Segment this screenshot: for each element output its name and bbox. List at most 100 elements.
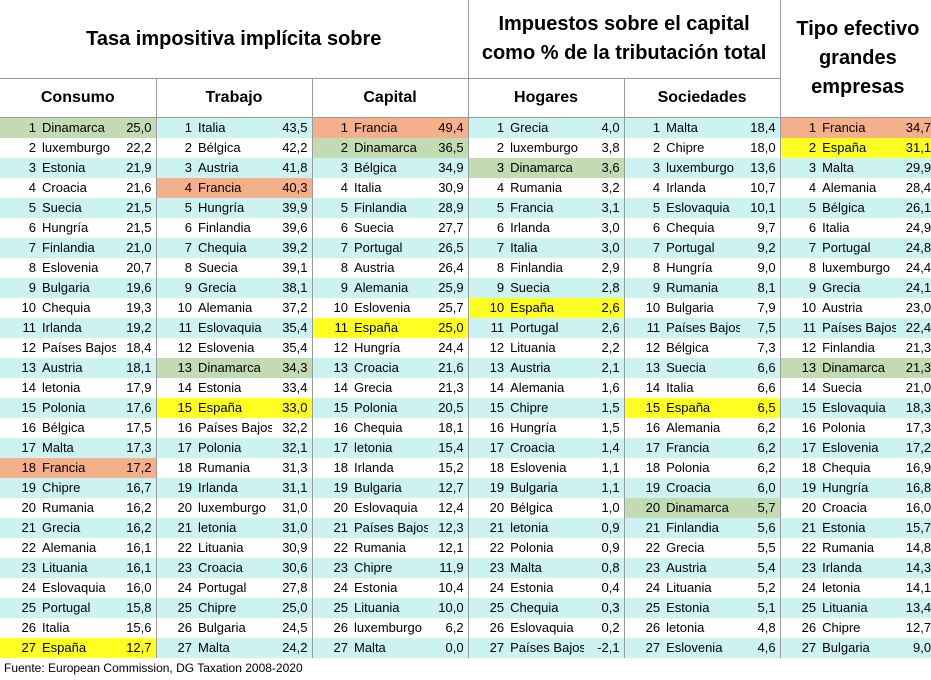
rank-cell: 11 — [156, 318, 196, 338]
value-cell: 27,7 — [428, 218, 469, 238]
value-cell: 0,4 — [584, 578, 625, 598]
rank-cell: 8 — [468, 258, 509, 278]
value-cell: 0,8 — [584, 558, 625, 578]
country-cell: Irlanda — [664, 178, 741, 198]
country-cell: Grecia — [196, 278, 272, 298]
value-cell: 24,9 — [896, 218, 931, 238]
value-cell: 38,1 — [272, 278, 313, 298]
country-cell: Alemania — [352, 278, 428, 298]
value-cell: 18,3 — [896, 398, 931, 418]
country-cell: Estonia — [508, 578, 585, 598]
country-cell: Portugal — [40, 598, 116, 618]
table-row: 1 Dinamarca 25,0 1 Italia 43,5 1 Francia 49,4 1 Gr… — [0, 117, 931, 138]
value-cell: 9,0 — [896, 638, 931, 658]
rank-cell: 14 — [780, 378, 821, 398]
table-row: 13 Austria 18,1 13 Dinamarca 34,3 13 Croacia 21,… — [0, 358, 931, 378]
value-cell: -2,1 — [584, 638, 625, 658]
country-cell: Bélgica — [352, 158, 428, 178]
rank-cell: 15 — [156, 398, 196, 418]
value-cell: 19,2 — [116, 318, 157, 338]
value-cell: 10,4 — [428, 578, 469, 598]
rank-cell: 5 — [156, 198, 196, 218]
country-cell: Chequia — [820, 458, 897, 478]
value-cell: 24,5 — [272, 618, 313, 638]
country-cell: Polonia — [508, 538, 585, 558]
country-cell: Chipre — [40, 478, 116, 498]
value-cell: 18,0 — [740, 138, 781, 158]
country-cell: Hungría — [664, 258, 741, 278]
country-cell: Bulgaria — [508, 478, 585, 498]
value-cell: 0,3 — [584, 598, 625, 618]
rank-cell: 9 — [468, 278, 509, 298]
country-cell: Eslovenia — [40, 258, 116, 278]
rank-cell: 3 — [312, 158, 352, 178]
value-cell: 26,5 — [428, 238, 469, 258]
country-cell: Croacia — [664, 478, 741, 498]
value-cell: 3,0 — [584, 218, 625, 238]
value-cell: 18,4 — [116, 338, 157, 358]
value-cell: 16,8 — [896, 478, 931, 498]
country-cell: España — [352, 318, 428, 338]
header-tipo-line1: Tipo efectivo — [796, 18, 920, 40]
rank-cell: 2 — [0, 138, 40, 158]
country-cell: Irlanda — [196, 478, 272, 498]
country-cell: letonia — [352, 438, 428, 458]
country-cell: Eslovaquia — [196, 318, 272, 338]
rank-cell: 8 — [0, 258, 40, 278]
value-cell: 33,0 — [272, 398, 313, 418]
rank-cell: 22 — [0, 538, 40, 558]
country-cell: Finlandia — [40, 238, 116, 258]
value-cell: 15,4 — [428, 438, 469, 458]
value-cell: 31,0 — [272, 518, 313, 538]
rank-cell: 3 — [624, 158, 665, 178]
country-cell: Lituania — [820, 598, 897, 618]
value-cell: 6,6 — [740, 358, 781, 378]
rank-cell: 20 — [624, 498, 665, 518]
country-cell: Lituania — [352, 598, 428, 618]
value-cell: 26,4 — [428, 258, 469, 278]
value-cell: 11,9 — [428, 558, 469, 578]
rank-cell: 14 — [156, 378, 196, 398]
country-cell: Rumania — [664, 278, 741, 298]
value-cell: 16,7 — [116, 478, 157, 498]
rank-cell: 13 — [156, 358, 196, 378]
value-cell: 30,9 — [272, 538, 313, 558]
value-cell: 17,2 — [896, 438, 931, 458]
rank-cell: 20 — [312, 498, 352, 518]
value-cell: 39,6 — [272, 218, 313, 238]
country-cell: Irlanda — [40, 318, 116, 338]
value-cell: 19,6 — [116, 278, 157, 298]
value-cell: 3,0 — [584, 238, 625, 258]
value-cell: 13,6 — [740, 158, 781, 178]
country-cell: Chipre — [820, 618, 897, 638]
rank-cell: 27 — [0, 638, 40, 658]
country-cell: Chipre — [196, 598, 272, 618]
country-cell: luxemburgo — [196, 498, 272, 518]
value-cell: 30,9 — [428, 178, 469, 198]
rank-cell: 17 — [468, 438, 509, 458]
value-cell: 8,1 — [740, 278, 781, 298]
rank-cell: 27 — [780, 638, 821, 658]
country-cell: Bélgica — [508, 498, 585, 518]
value-cell: 5,7 — [740, 498, 781, 518]
country-cell: España — [508, 298, 585, 318]
rank-cell: 15 — [0, 398, 40, 418]
subheader-hogares: Hogares — [468, 78, 625, 118]
value-cell: 21,3 — [896, 338, 931, 358]
value-cell: 10,1 — [740, 198, 781, 218]
rank-cell: 5 — [780, 198, 821, 218]
country-cell: España — [40, 638, 116, 658]
country-cell: luxemburgo — [352, 618, 428, 638]
value-cell: 15,6 — [116, 618, 157, 638]
value-cell: 5,6 — [740, 518, 781, 538]
country-cell: Suecia — [508, 278, 585, 298]
table-row: 23 Lituania 16,1 23 Croacia 30,6 23 Chipre 11,9 2… — [0, 558, 931, 578]
country-cell: Eslovaquia — [664, 198, 741, 218]
rank-cell: 5 — [312, 198, 352, 218]
rank-cell: 27 — [312, 638, 352, 658]
rank-cell: 19 — [624, 478, 665, 498]
country-cell: Dinamarca — [508, 158, 585, 178]
rank-cell: 23 — [0, 558, 40, 578]
rank-cell: 4 — [780, 178, 821, 198]
